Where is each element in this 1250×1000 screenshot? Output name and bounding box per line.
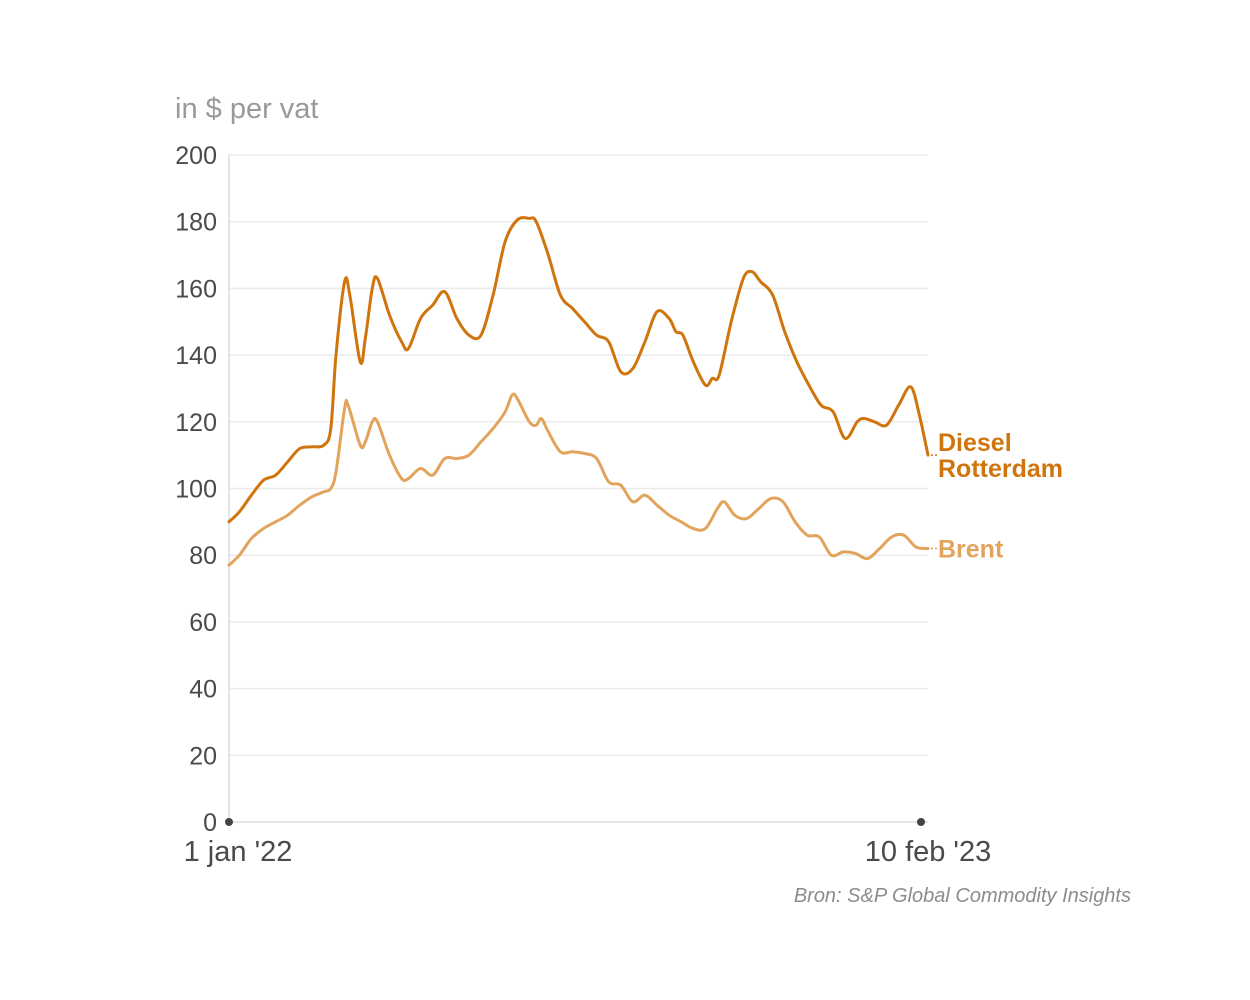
y-tick-label: 60 (189, 609, 217, 637)
series-label-diesel-rotterdam: Rotterdam (938, 455, 1063, 483)
y-tick-label: 160 (175, 275, 217, 303)
series-lines (227, 216, 930, 567)
y-tick-label: 20 (189, 742, 217, 770)
y-tick-label: 180 (175, 209, 217, 237)
x-end-label: 10 feb '23 (865, 836, 991, 868)
y-axis-ticks: 0 20 40 60 80 100 120 140 160 180 200 (175, 142, 217, 837)
y-tick-label: 140 (175, 342, 217, 370)
source-note: Bron: S&P Global Commodity Insights (794, 885, 1131, 907)
x-start-marker (225, 818, 233, 826)
y-tick-label: 120 (175, 409, 217, 437)
series-line-brent (227, 392, 930, 567)
y-tick-label: 100 (175, 476, 217, 504)
y-tick-label: 80 (189, 542, 217, 570)
y-tick-label: 200 (175, 142, 217, 170)
unit-label: in $ per vat (175, 93, 318, 125)
gridlines (229, 154, 928, 757)
series-label-diesel-rotterdam: Diesel (938, 429, 1012, 457)
x-start-label: 1 jan '22 (184, 836, 293, 868)
x-end-marker (917, 818, 925, 826)
y-tick-label: 40 (189, 676, 217, 704)
series-line-diesel-rotterdam (227, 216, 930, 524)
series-label-brent: Brent (938, 536, 1004, 564)
y-tick-label: 0 (203, 809, 217, 837)
